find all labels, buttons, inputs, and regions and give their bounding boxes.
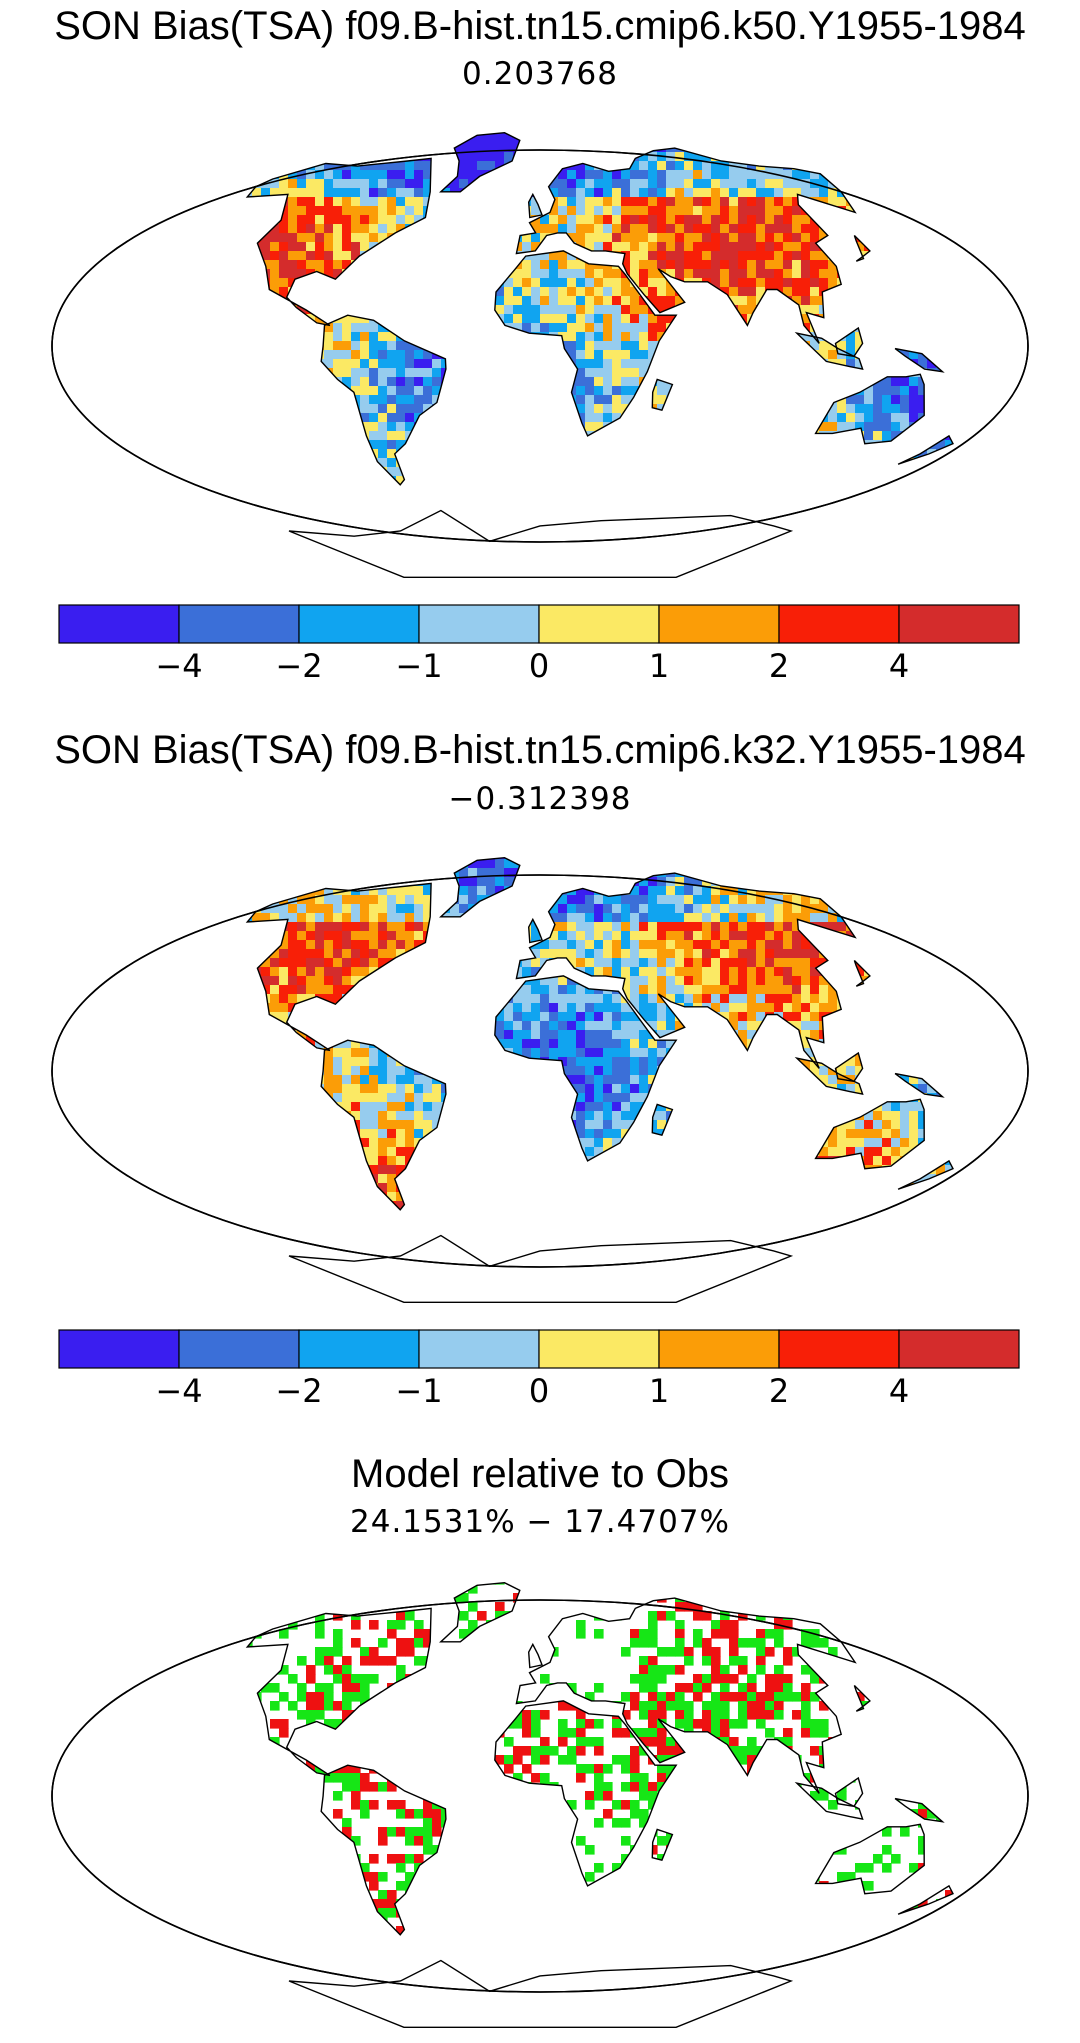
coastline-namerica bbox=[245, 882, 432, 1052]
colorbar-tick-label: 0 bbox=[529, 647, 549, 685]
coastline-nz bbox=[897, 434, 954, 465]
coastline-greenland bbox=[439, 856, 521, 918]
colorbar-swatch bbox=[418, 1329, 540, 1369]
coastline-samerica bbox=[320, 314, 447, 486]
panel1-colorbar-ticks: −4 −2 −1 0 1 2 4 bbox=[155, 647, 909, 685]
coastline-africa bbox=[494, 1700, 678, 1887]
colorbar-tick-label: 0 bbox=[529, 1372, 549, 1410]
panel1-colorbar-swatches bbox=[58, 604, 1020, 644]
coastline-australia bbox=[814, 1098, 925, 1170]
coastline-nz bbox=[897, 1159, 954, 1190]
panel3-percentages: 24.1531% − 17.4707% bbox=[350, 1504, 730, 1540]
panel2-colorbar-swatches bbox=[58, 1329, 1020, 1369]
coastline-antarctica bbox=[288, 509, 794, 578]
coastline-nz bbox=[897, 1884, 954, 1915]
coastline-namerica bbox=[245, 1607, 432, 1777]
panel2-global-mean: −0.312398 bbox=[448, 781, 632, 817]
colorbar-swatch bbox=[898, 604, 1020, 644]
colorbar-swatch bbox=[298, 1329, 420, 1369]
coastline-samerica bbox=[320, 1764, 447, 1936]
coastline-greenland bbox=[439, 1581, 521, 1643]
coastline-japan bbox=[853, 1685, 871, 1712]
coastline-antarctica bbox=[288, 1234, 794, 1303]
coastline-samerica bbox=[320, 1039, 447, 1211]
colorbar-tick-label: −1 bbox=[395, 1372, 442, 1410]
panel3-map bbox=[51, 1581, 1029, 2028]
coastline-africa bbox=[494, 250, 678, 437]
coastline-newguinea bbox=[894, 1072, 945, 1098]
panel3-title: Model relative to Obs bbox=[351, 1452, 729, 1496]
colorbar-tick-label: 1 bbox=[649, 1372, 669, 1410]
colorbar-tick-label: 4 bbox=[889, 1372, 909, 1410]
coastline-newguinea bbox=[894, 1797, 945, 1823]
coastline-uk bbox=[527, 917, 543, 944]
colorbar-swatch bbox=[658, 604, 780, 644]
coastline-borneo bbox=[834, 1776, 864, 1808]
colorbar-tick-label: 1 bbox=[649, 647, 669, 685]
panel1-map bbox=[51, 131, 1029, 578]
coastline-eurasia bbox=[515, 872, 857, 1069]
coastline-antarctica bbox=[288, 1959, 794, 2028]
colorbar-swatch bbox=[538, 1329, 660, 1369]
coastline-newguinea bbox=[894, 347, 945, 373]
coastline-madagascar bbox=[651, 1828, 674, 1862]
colorbar-swatch bbox=[58, 604, 180, 644]
coastline-uk bbox=[527, 1642, 543, 1669]
panel2-colorbar-ticks: −4 −2 −1 0 1 2 4 bbox=[155, 1372, 909, 1410]
globe-outline bbox=[51, 1599, 1029, 1993]
colorbar-swatch bbox=[778, 604, 900, 644]
colorbar-swatch bbox=[58, 1329, 180, 1369]
panel2-colorbar: −4 −2 −1 0 1 2 4 bbox=[58, 1329, 1020, 1410]
colorbar-swatch bbox=[658, 1329, 780, 1369]
colorbar-tick-label: −4 bbox=[155, 647, 202, 685]
coastline-africa bbox=[494, 975, 678, 1162]
coastlines bbox=[245, 131, 954, 578]
coastlines bbox=[245, 856, 954, 1303]
coastline-australia bbox=[814, 373, 925, 445]
coastline-eurasia bbox=[515, 147, 857, 344]
colorbar-swatch bbox=[418, 604, 540, 644]
colorbar-tick-label: 2 bbox=[769, 647, 789, 685]
colorbar-swatch bbox=[298, 604, 420, 644]
coastline-greenland bbox=[439, 131, 521, 193]
coastline-australia bbox=[814, 1823, 925, 1895]
colorbar-tick-label: −4 bbox=[155, 1372, 202, 1410]
colorbar-swatch bbox=[178, 604, 300, 644]
coastline-madagascar bbox=[651, 1103, 674, 1137]
colorbar-tick-label: −1 bbox=[395, 647, 442, 685]
panel2-map bbox=[51, 856, 1029, 1303]
colorbar-swatch bbox=[778, 1329, 900, 1369]
coastlines bbox=[245, 1581, 954, 2028]
colorbar-tick-label: 4 bbox=[889, 647, 909, 685]
colorbar-swatch bbox=[538, 604, 660, 644]
coastline-namerica bbox=[245, 157, 432, 327]
globe-outline bbox=[51, 874, 1029, 1268]
colorbar-tick-label: 2 bbox=[769, 1372, 789, 1410]
colorbar-tick-label: −2 bbox=[275, 1372, 322, 1410]
panel1-colorbar: −4 −2 −1 0 1 2 4 bbox=[58, 604, 1020, 685]
colorbar-tick-label: −2 bbox=[275, 647, 322, 685]
panel1-global-mean: 0.203768 bbox=[462, 56, 618, 92]
coastline-indonesia bbox=[794, 332, 864, 371]
coastline-borneo bbox=[834, 1051, 864, 1083]
coastline-japan bbox=[853, 235, 871, 262]
coastline-indonesia bbox=[794, 1057, 864, 1096]
globe-outline bbox=[51, 149, 1029, 543]
coastline-madagascar bbox=[651, 378, 674, 412]
colorbar-swatch bbox=[898, 1329, 1020, 1369]
panel1-title: SON Bias(TSA) f09.B-hist.tn15.cmip6.k50.… bbox=[54, 4, 1026, 48]
coastline-eurasia bbox=[515, 1597, 857, 1794]
coastline-borneo bbox=[834, 326, 864, 358]
colorbar-swatch bbox=[178, 1329, 300, 1369]
panel2-title: SON Bias(TSA) f09.B-hist.tn15.cmip6.k32.… bbox=[54, 728, 1026, 772]
coastline-japan bbox=[853, 960, 871, 987]
coastline-indonesia bbox=[794, 1782, 864, 1821]
coastline-uk bbox=[527, 192, 543, 219]
